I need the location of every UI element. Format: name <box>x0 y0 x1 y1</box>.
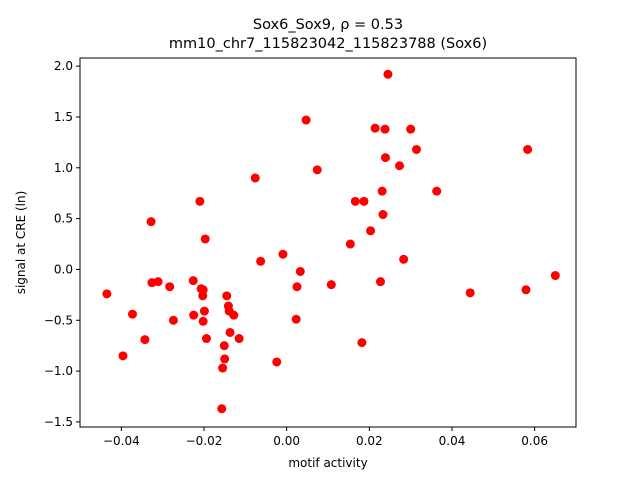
x-tick-label: 0.06 <box>521 434 548 448</box>
chart-title-line1: Sox6_Sox9, ρ = 0.53 <box>253 17 403 33</box>
data-point <box>189 310 199 320</box>
data-point <box>291 314 301 324</box>
data-point <box>195 196 205 206</box>
y-axis-ticks: −1.5 −1.0 −0.5 0.0 0.5 1.0 1.5 2.0 <box>44 59 80 429</box>
data-point <box>188 276 198 286</box>
y-tick-label: 1.5 <box>54 110 73 124</box>
data-point <box>153 277 163 287</box>
data-point <box>411 144 421 154</box>
x-tick-label: −0.02 <box>186 434 223 448</box>
data-point <box>272 357 282 367</box>
data-points <box>102 69 560 414</box>
data-point <box>383 69 393 79</box>
y-tick-label: −1.5 <box>44 415 73 429</box>
data-point <box>217 404 227 414</box>
data-point <box>345 239 355 249</box>
x-axis-ticks: −0.04 −0.02 0.00 0.02 0.04 0.06 <box>103 427 548 448</box>
data-point <box>292 282 302 292</box>
y-tick-label: −0.5 <box>44 313 73 327</box>
data-point <box>225 327 235 337</box>
data-point <box>406 124 416 134</box>
data-point <box>168 315 178 325</box>
x-axis-label: motif activity <box>288 456 367 470</box>
data-point <box>234 334 244 344</box>
data-point <box>295 266 305 276</box>
data-point <box>118 351 128 361</box>
data-point <box>366 226 376 236</box>
x-tick-label: 0.04 <box>439 434 466 448</box>
data-point <box>370 123 380 133</box>
data-point <box>357 338 367 348</box>
data-point <box>380 124 390 134</box>
data-point <box>399 254 409 264</box>
y-tick-label: 1.0 <box>54 161 73 175</box>
data-point <box>523 144 533 154</box>
data-point <box>301 115 311 125</box>
data-point <box>198 316 208 326</box>
data-point <box>102 289 112 299</box>
plot-frame <box>79 57 577 428</box>
data-point <box>359 196 369 206</box>
x-tick-label: 0.00 <box>273 434 300 448</box>
data-point <box>432 186 442 196</box>
data-point <box>350 196 360 206</box>
data-point <box>256 256 266 266</box>
data-point <box>146 217 156 227</box>
data-point <box>377 186 387 196</box>
data-point <box>198 285 208 295</box>
data-point <box>375 277 385 287</box>
data-point <box>465 288 475 298</box>
data-point <box>312 165 322 175</box>
data-point <box>395 161 405 171</box>
data-point <box>200 234 210 244</box>
data-point <box>380 153 390 163</box>
data-point <box>378 210 388 220</box>
data-point <box>220 354 230 364</box>
data-point <box>127 309 137 319</box>
data-point <box>222 291 232 301</box>
y-axis-label: signal at CRE (ln) <box>14 191 28 295</box>
data-point <box>250 173 260 183</box>
data-point <box>201 334 211 344</box>
y-tick-label: 0.5 <box>54 212 73 226</box>
data-point <box>278 249 288 259</box>
y-tick-label: 0.0 <box>54 262 73 276</box>
x-tick-label: 0.02 <box>356 434 383 448</box>
data-point <box>199 306 209 316</box>
data-point <box>550 271 560 281</box>
data-point <box>218 363 228 373</box>
y-tick-label: 2.0 <box>54 59 73 73</box>
data-point <box>326 280 336 290</box>
data-point <box>140 335 150 345</box>
data-point <box>229 310 239 320</box>
data-point <box>521 285 531 295</box>
data-point <box>165 282 175 292</box>
x-tick-label: −0.04 <box>103 434 140 448</box>
chart-title-line2: mm10_chr7_115823042_115823788 (Sox6) <box>169 36 487 52</box>
y-tick-label: −1.0 <box>44 364 73 378</box>
data-point <box>219 341 229 351</box>
